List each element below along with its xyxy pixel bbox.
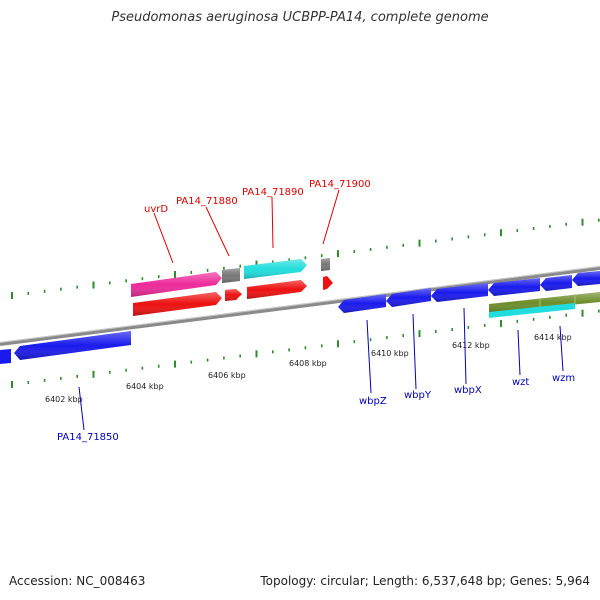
- cds-uvrD[interactable]: [133, 292, 222, 316]
- gene-label-PA14_71880[interactable]: PA14_71880: [176, 196, 238, 207]
- gene-label-PA14_71900[interactable]: PA14_71900: [309, 179, 371, 190]
- gene-wzt[interactable]: [488, 278, 540, 296]
- scale-label: 6408 kbp: [289, 359, 327, 368]
- gene-label-wbpY[interactable]: wbpY: [404, 390, 432, 401]
- gene-wzm[interactable]: [540, 275, 572, 291]
- gene-label-wzm[interactable]: wzm: [552, 373, 575, 384]
- scale-label: 6412 kbp: [452, 341, 490, 350]
- gene-PA14_71900[interactable]: [321, 258, 330, 271]
- cds-PA14_71880[interactable]: [225, 289, 242, 301]
- accession-text: Accession: NC_008463: [9, 574, 146, 588]
- gene-PA14_71890[interactable]: [244, 259, 307, 279]
- gene-wbpZ[interactable]: [338, 294, 386, 313]
- scale-label: 6406 kbp: [208, 371, 246, 380]
- gene-next[interactable]: [572, 271, 600, 286]
- forward-gene-labels: uvrD PA14_71880 PA14_71890 PA14_71900: [144, 179, 371, 264]
- feature-olive[interactable]: [489, 292, 600, 313]
- gene-uvrD[interactable]: [131, 272, 222, 297]
- cds-PA14_71900[interactable]: [323, 276, 333, 290]
- feature-cyan[interactable]: [489, 303, 575, 318]
- genome-backbone: [0, 266, 600, 346]
- gene-label-PA14_71850[interactable]: PA14_71850: [57, 432, 119, 443]
- gene-label-wzt[interactable]: wzt: [512, 377, 529, 388]
- gene-wbpY[interactable]: [386, 288, 431, 307]
- gene-label-uvrD[interactable]: uvrD: [144, 204, 168, 215]
- gene-PA14_71850[interactable]: [0, 331, 131, 364]
- scale-labels: 6402 kbp 6404 kbp 6406 kbp 6408 kbp 6410…: [45, 333, 572, 404]
- gene-wbpX[interactable]: [431, 283, 488, 302]
- gene-label-wbpX[interactable]: wbpX: [454, 385, 482, 396]
- gene-label-PA14_71890[interactable]: PA14_71890: [242, 187, 304, 198]
- gene-label-wbpZ[interactable]: wbpZ: [359, 396, 387, 407]
- map-title: Pseudomonas aeruginosa UCBPP-PA14, compl…: [111, 10, 489, 25]
- reverse-strand-ticks: [11, 309, 600, 388]
- reverse-gene-labels: PA14_71850 wbpZ wbpY wbpX wzt wzm: [57, 307, 575, 443]
- scale-label: 6410 kbp: [371, 349, 409, 358]
- genome-summary-text: Topology: circular; Length: 6,537,648 bp…: [260, 574, 590, 588]
- cds-PA14_71890[interactable]: [247, 280, 307, 299]
- forward-strand-ticks: [11, 218, 600, 299]
- reverse-strand-features: [0, 271, 600, 364]
- forward-strand-features: [131, 258, 333, 316]
- scale-label: 6402 kbp: [45, 395, 83, 404]
- scale-label: 6404 kbp: [126, 382, 164, 391]
- scale-label: 6414 kbp: [534, 333, 572, 342]
- gene-PA14_71880[interactable]: [222, 268, 240, 283]
